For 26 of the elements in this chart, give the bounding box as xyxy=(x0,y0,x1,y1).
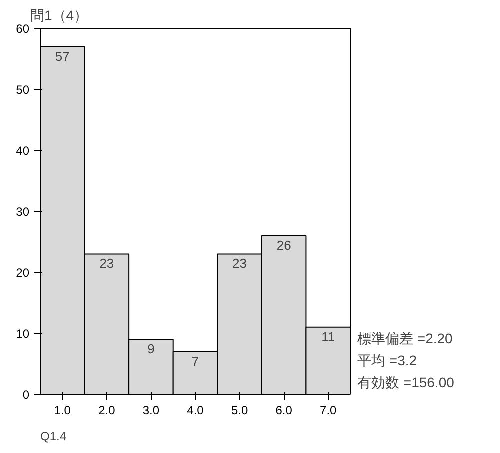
y-tick-label: 10 xyxy=(16,327,30,341)
y-tick-label: 60 xyxy=(16,22,30,36)
text: Q1.4 xyxy=(40,430,67,444)
x-tick-label: 2.0 xyxy=(98,404,116,418)
x-tick-label: 4.0 xyxy=(187,404,204,418)
y-tick-label: 50 xyxy=(16,83,30,97)
y-tick-label: 30 xyxy=(16,205,30,219)
y-tick-label: 20 xyxy=(16,266,30,280)
data-label: 11 xyxy=(322,329,336,344)
x-tick-label: 3.0 xyxy=(142,404,160,418)
data-label: 26 xyxy=(276,238,292,253)
x-tick-label: 5.0 xyxy=(231,404,248,418)
data-label: 57 xyxy=(55,48,70,64)
y-tick-label: 0 xyxy=(22,388,30,402)
data-label: 23 xyxy=(232,256,248,272)
data-label: 7 xyxy=(192,354,200,369)
data-label: 23 xyxy=(100,256,114,272)
x-tick-label: 7.0 xyxy=(320,404,338,418)
text: 有効数 =156.00 xyxy=(358,374,455,390)
chart-title: 問1（4） xyxy=(30,8,88,24)
data-label: 9 xyxy=(148,342,155,357)
y-tick-label: 40 xyxy=(16,144,30,158)
x-tick-label: 1.0 xyxy=(54,404,72,418)
text: 標準偏差 =2.20 xyxy=(358,330,454,346)
text: 平均 =3.2 xyxy=(358,352,418,368)
x-tick-label: 6.0 xyxy=(276,404,293,418)
